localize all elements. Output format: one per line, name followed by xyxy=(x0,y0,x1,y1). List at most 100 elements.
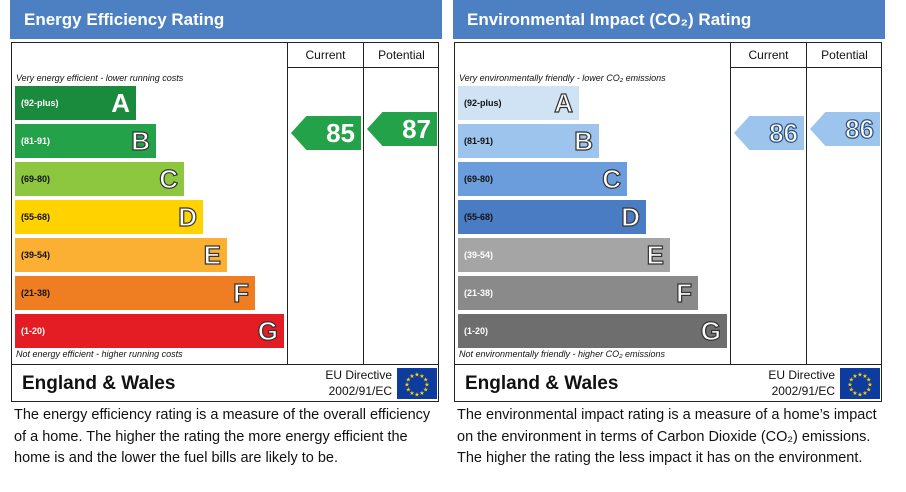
band-range-label: (92-plus) xyxy=(21,98,59,108)
band-range-label: (21-38) xyxy=(464,288,494,298)
band-range-label: (1-20) xyxy=(464,326,489,336)
band-g: (1-20) G xyxy=(15,314,284,348)
band-letter: A xyxy=(554,87,574,118)
eu-star-icon: ★ xyxy=(419,373,424,380)
eu-star-icon: ★ xyxy=(409,373,414,380)
band-letter: E xyxy=(646,239,665,270)
band-f: (21-38) F xyxy=(458,276,698,310)
band-a: (92-plus) A xyxy=(15,86,136,120)
current-rating-arrow: 85 xyxy=(291,116,361,150)
eu-star-icon: ★ xyxy=(406,377,411,384)
eu-star-icon: ★ xyxy=(862,373,867,380)
band-range-label: (92-plus) xyxy=(464,98,502,108)
band-letter: C xyxy=(602,163,622,194)
band-range-label: (81-91) xyxy=(464,136,494,146)
eu-star-icon: ★ xyxy=(423,377,428,384)
band-letter: A xyxy=(111,88,130,118)
eu-star-icon: ★ xyxy=(414,392,419,399)
region-label: England & Wales xyxy=(465,373,619,394)
band-a: (92-plus) A xyxy=(458,86,579,120)
eu-star-icon: ★ xyxy=(857,392,862,399)
panel-title: Environmental Impact (CO₂) Rating xyxy=(453,0,885,39)
eu-star-icon: ★ xyxy=(867,382,872,389)
band-range-label: (39-54) xyxy=(464,250,494,260)
eu-flag-icon: ★ ★ ★ ★ ★ ★ ★ ★ ★ ★ ★ ★ xyxy=(397,368,437,399)
band-b: (81-91) B xyxy=(15,124,156,158)
band-range-label: (1-20) xyxy=(21,326,46,336)
eu-directive: EU Directive 2002/91/EC xyxy=(751,367,835,399)
eu-star-icon: ★ xyxy=(857,372,862,379)
rating-description: The energy efficiency rating is a measur… xyxy=(14,407,431,466)
band-letter: B xyxy=(574,125,594,156)
region-label: England & Wales xyxy=(22,373,176,394)
band-letter: D xyxy=(621,201,641,232)
directive-line-1: EU Directive xyxy=(768,368,835,382)
band-e: (39-54) E xyxy=(15,238,227,272)
top-note: Very energy efficient - lower running co… xyxy=(16,73,184,83)
eu-star-icon: ★ xyxy=(406,387,411,394)
potential-column-header: Potential xyxy=(821,48,868,62)
band-f: (21-38) F xyxy=(15,276,255,310)
eu-star-icon: ★ xyxy=(852,373,857,380)
band-letter: G xyxy=(700,315,721,346)
eu-star-icon: ★ xyxy=(414,372,419,379)
band-letter: D xyxy=(178,201,198,232)
band-letter: E xyxy=(203,239,222,270)
band-range-label: (55-68) xyxy=(464,212,494,222)
directive-line-2: 2002/91/EC xyxy=(771,384,835,398)
band-range-label: (21-38) xyxy=(21,288,51,298)
header-divider xyxy=(287,67,439,68)
eu-star-icon: ★ xyxy=(866,377,871,384)
band-d: (55-68) D xyxy=(458,200,646,234)
eu-stars-icon: ★ ★★★★★★★★★★★ xyxy=(847,372,872,399)
panel-title: Energy Efficiency Rating xyxy=(10,0,442,39)
band-c: (69-80) C xyxy=(15,162,184,196)
potential-rating-arrow: 87 xyxy=(367,112,437,146)
band-e: (39-54) E xyxy=(458,238,670,272)
chart-footer: England & Wales EU Directive 2002/91/EC … xyxy=(454,365,882,402)
band-letter: F xyxy=(676,277,693,308)
band-g: (1-20) G xyxy=(458,314,727,348)
eu-directive: EU Directive 2002/91/EC xyxy=(308,367,392,399)
current-rating-arrow: 86 xyxy=(734,116,804,150)
band-b: (81-91) B xyxy=(458,124,599,158)
band-range-label: (55-68) xyxy=(21,212,51,222)
band-range-label: (69-80) xyxy=(21,174,51,184)
chart-footer: England & Wales EU Directive 2002/91/EC … xyxy=(11,365,439,402)
rating-chart: Current Potential Very energy efficient … xyxy=(11,42,439,365)
header-divider xyxy=(730,67,882,68)
band-range-label: (69-80) xyxy=(464,174,494,184)
rating-chart: Current Potential Very environmentally f… xyxy=(454,42,882,365)
band-range-label: (39-54) xyxy=(21,250,51,260)
eu-star-icon: ★ xyxy=(852,390,857,397)
band-letter: C xyxy=(159,163,179,194)
directive-line-1: EU Directive xyxy=(325,368,392,382)
top-note: Very environmentally friendly - lower CO… xyxy=(459,73,666,83)
current-column-header: Current xyxy=(748,48,789,62)
band-letter: F xyxy=(233,277,250,308)
eu-stars-icon: ★ ★★★★★★★★★★★ xyxy=(404,372,429,399)
environmental-impact-panel: Environmental Impact (CO₂) Rating Curren… xyxy=(453,0,885,492)
eu-star-icon: ★ xyxy=(849,377,854,384)
bottom-note: Not environmentally friendly - higher CO… xyxy=(459,349,666,359)
eu-star-icon: ★ xyxy=(409,390,414,397)
potential-column-header: Potential xyxy=(378,48,425,62)
eu-star-icon: ★ xyxy=(424,382,429,389)
potential-rating-arrow: 86 xyxy=(810,112,880,146)
column-divider xyxy=(287,43,288,364)
band-letter: B xyxy=(131,125,151,156)
band-c: (69-80) C xyxy=(458,162,627,196)
eu-star-icon: ★ xyxy=(866,387,871,394)
band-letter: G xyxy=(257,315,278,346)
rating-description: The environmental impact rating is a mea… xyxy=(457,407,877,466)
eu-star-icon: ★ xyxy=(847,382,852,389)
eu-flag-icon: ★ ★ ★ ★ ★ ★ ★ ★ ★ ★ ★ ★ xyxy=(840,368,880,399)
eu-star-icon: ★ xyxy=(862,390,867,397)
bottom-note: Not energy efficient - higher running co… xyxy=(16,349,183,359)
eu-star-icon: ★ xyxy=(423,387,428,394)
directive-line-2: 2002/91/EC xyxy=(328,384,392,398)
eu-star-icon: ★ xyxy=(849,387,854,394)
eu-star-icon: ★ xyxy=(419,390,424,397)
eu-star-icon: ★ xyxy=(404,382,409,389)
column-divider xyxy=(806,43,807,364)
